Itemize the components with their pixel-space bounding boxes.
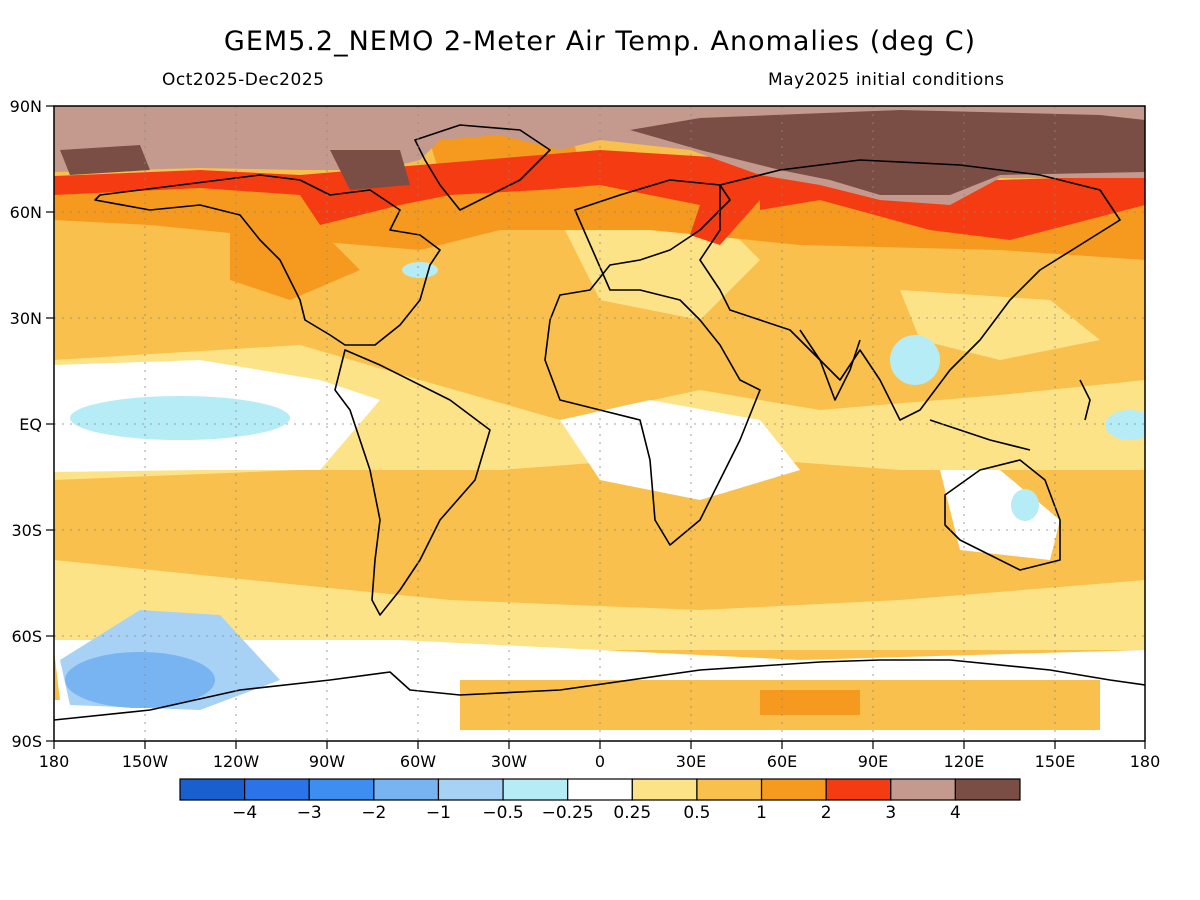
colorbar-label: 4 xyxy=(950,803,961,823)
lat-label: 60S xyxy=(11,627,42,646)
colorbar xyxy=(179,778,1021,801)
lon-label: 30E xyxy=(676,752,706,771)
colorbar-swatch xyxy=(179,778,246,801)
colorbar-label: −2 xyxy=(361,803,386,823)
colorbar-swatch xyxy=(244,778,310,801)
lat-label: 30S xyxy=(11,521,42,540)
colorbar-swatch xyxy=(631,778,698,801)
lon-label: 180 xyxy=(39,752,70,771)
lon-label: 120W xyxy=(213,752,260,771)
lon-label: 0 xyxy=(595,752,605,771)
colorbar-label: 1 xyxy=(756,803,767,823)
map-title: GEM5.2_NEMO 2-Meter Air Temp. Anomalies … xyxy=(223,26,977,57)
lon-label: 180 xyxy=(1130,752,1161,771)
colorbar-label: 0.25 xyxy=(613,803,651,823)
colorbar-labels: −4 −3 −2 −1 −0.5 −0.25 0.25 0.5 1 2 3 4 xyxy=(232,803,961,823)
colorbar-label: −1 xyxy=(426,803,451,823)
anomaly-field xyxy=(54,106,1145,741)
colorbar-swatch xyxy=(502,778,569,801)
colorbar-label: 0.5 xyxy=(683,803,710,823)
colorbar-swatch xyxy=(825,778,892,801)
colorbar-swatch xyxy=(567,778,633,801)
lat-label: 90S xyxy=(11,732,42,751)
colorbar-label: −4 xyxy=(232,803,257,823)
coastlines xyxy=(54,124,1145,721)
lon-label: 30W xyxy=(491,752,527,771)
colorbar-swatch xyxy=(696,778,763,801)
graticule xyxy=(54,106,1145,741)
colorbar-label: −0.5 xyxy=(482,803,523,823)
colorbar-swatch xyxy=(890,778,956,801)
colorbar-swatch xyxy=(760,778,827,801)
lon-label: 60W xyxy=(400,752,436,771)
colorbar-swatch xyxy=(437,778,504,801)
lon-tick-marks xyxy=(53,741,1146,749)
lon-label: 150E xyxy=(1035,752,1076,771)
forecast-period: Oct2025-Dec2025 xyxy=(162,70,325,90)
lon-label: 60E xyxy=(767,752,797,771)
lon-label: 90E xyxy=(858,752,888,771)
lat-labels: 90N 60N 30N EQ 30S 60S 90S xyxy=(10,97,42,751)
lat-label: 60N xyxy=(10,203,42,222)
lat-label: 90N xyxy=(10,97,42,116)
colorbar-label: 2 xyxy=(821,803,832,823)
colorbar-label: 3 xyxy=(885,803,896,823)
lon-labels: 180 150W 120W 90W 60W 30W 0 30E 60E 90E … xyxy=(39,752,1161,771)
lat-label: EQ xyxy=(19,415,42,434)
colorbar-swatch xyxy=(373,778,440,801)
lon-label: 120E xyxy=(944,752,985,771)
colorbar-swatch xyxy=(308,778,375,801)
lon-label: 150W xyxy=(122,752,169,771)
colorbar-label: −0.25 xyxy=(542,803,594,823)
lat-tick-marks xyxy=(46,105,54,742)
colorbar-label: −3 xyxy=(297,803,322,823)
initial-conditions-label: May2025 initial conditions xyxy=(768,70,1005,90)
lon-label: 90W xyxy=(309,752,345,771)
lat-label: 30N xyxy=(10,309,42,328)
colorbar-swatch xyxy=(954,778,1021,801)
